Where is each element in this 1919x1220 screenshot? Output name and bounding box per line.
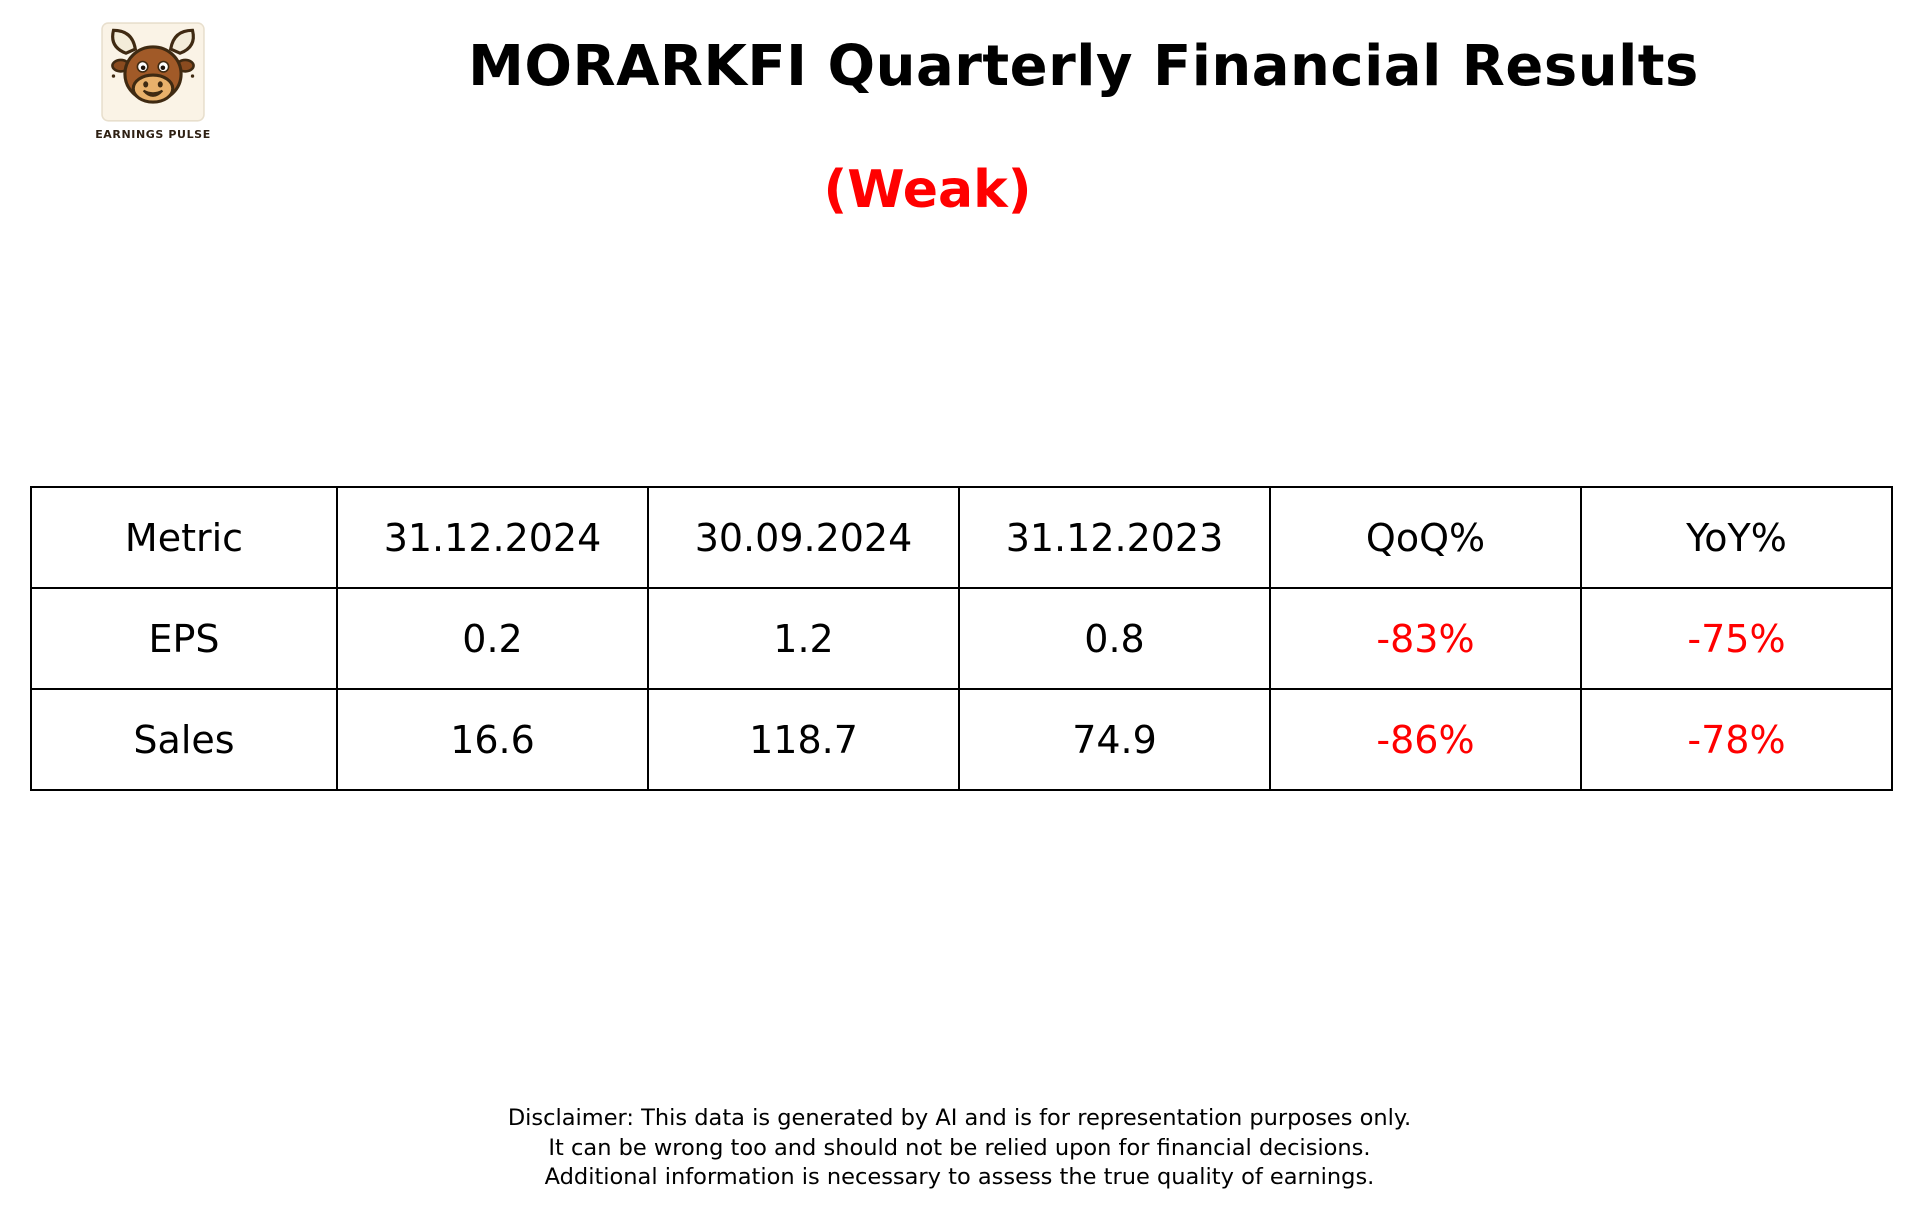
col-header-qoq: QoQ% [1269, 486, 1582, 589]
col-header-yoy: YoY% [1580, 486, 1893, 589]
table-header-row: Metric 31.12.2024 30.09.2024 31.12.2023 … [30, 486, 1893, 589]
cell-eps-yoy: -75% [1580, 587, 1893, 690]
col-header-q-current: 31.12.2024 [336, 486, 649, 589]
cell-eps-metric: EPS [30, 587, 338, 690]
earnings-pulse-logo: EARNINGS PULSE [90, 22, 216, 141]
cell-eps-yearago: 0.8 [958, 587, 1271, 690]
col-header-metric: Metric [30, 486, 338, 589]
cell-eps-qoq: -83% [1269, 587, 1582, 690]
cell-sales-current: 16.6 [336, 688, 649, 791]
table-row-sales: Sales 16.6 118.7 74.9 -86% -78% [30, 688, 1893, 791]
cell-sales-yearago: 74.9 [958, 688, 1271, 791]
bull-mascot-icon [101, 22, 205, 122]
disclaimer: Disclaimer: This data is generated by AI… [0, 1104, 1919, 1193]
page-title: MORARKFI Quarterly Financial Results [468, 34, 1699, 99]
cell-sales-metric: Sales [30, 688, 338, 791]
cell-sales-qoq: -86% [1269, 688, 1582, 791]
quarterly-results-table: Metric 31.12.2024 30.09.2024 31.12.2023 … [30, 486, 1893, 791]
verdict-label: (Weak) [823, 160, 1032, 220]
disclaimer-line-3: Additional information is necessary to a… [544, 1164, 1375, 1191]
col-header-q-yearago: 31.12.2023 [958, 486, 1271, 589]
cell-eps-current: 0.2 [336, 587, 649, 690]
cell-sales-previous: 118.7 [647, 688, 960, 791]
cell-sales-yoy: -78% [1580, 688, 1893, 791]
disclaimer-line-1: Disclaimer: This data is generated by AI… [507, 1105, 1412, 1131]
disclaimer-line-2: It can be wrong too and should not be re… [548, 1134, 1371, 1161]
col-header-q-previous: 30.09.2024 [647, 486, 960, 589]
table-row-eps: EPS 0.2 1.2 0.8 -83% -75% [30, 587, 1893, 690]
cell-eps-previous: 1.2 [647, 587, 960, 690]
logo-caption: EARNINGS PULSE [95, 128, 211, 141]
